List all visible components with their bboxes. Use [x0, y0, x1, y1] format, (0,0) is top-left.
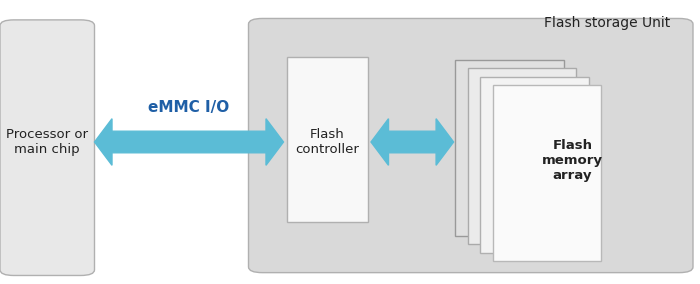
FancyBboxPatch shape	[468, 68, 576, 244]
Text: eMMC I/O: eMMC I/O	[148, 100, 230, 115]
Text: Flash
controller: Flash controller	[295, 128, 359, 156]
FancyBboxPatch shape	[455, 60, 564, 236]
Text: Flash
memory
array: Flash memory array	[542, 139, 603, 182]
FancyBboxPatch shape	[248, 18, 693, 273]
FancyBboxPatch shape	[0, 20, 94, 275]
FancyBboxPatch shape	[493, 85, 601, 261]
Text: Processor or
main chip: Processor or main chip	[6, 128, 88, 156]
FancyBboxPatch shape	[287, 57, 368, 222]
FancyBboxPatch shape	[480, 77, 589, 253]
Polygon shape	[94, 119, 284, 165]
Text: Flash storage Unit: Flash storage Unit	[545, 16, 671, 30]
Polygon shape	[371, 119, 454, 165]
